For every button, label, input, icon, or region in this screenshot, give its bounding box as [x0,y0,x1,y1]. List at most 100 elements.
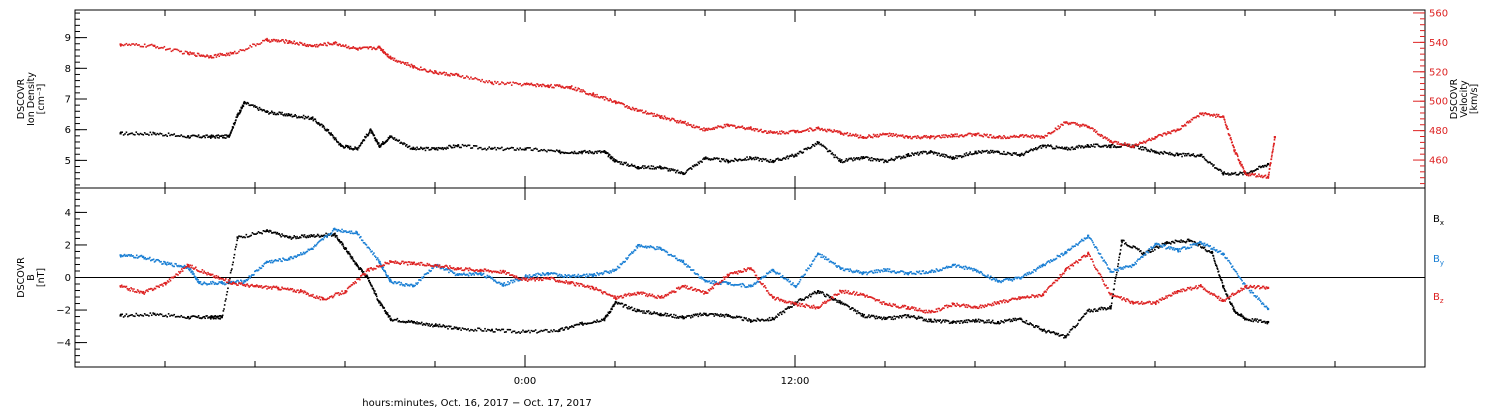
data-point [396,61,399,63]
data-point [183,264,186,267]
data-point [1063,147,1065,150]
data-point [781,310,784,313]
data-point [275,259,278,262]
data-point [993,150,996,153]
data-point [585,322,587,325]
data-point [846,131,849,134]
data-point [495,328,498,330]
data-point [325,44,327,47]
data-point [617,161,620,163]
data-point [199,55,202,57]
data-point [190,135,192,137]
data-point [1145,140,1148,143]
data-point [464,144,467,147]
data-point [833,263,836,265]
data-point [346,251,349,254]
data-point [787,132,790,135]
data-point [377,259,380,261]
data-point [1185,240,1188,243]
data-point [742,319,745,322]
data-point [586,150,589,153]
data-point [879,317,881,320]
data-point [292,257,295,260]
data-point [195,55,198,57]
data-point [646,245,649,248]
data-point [721,281,724,284]
data-point [369,129,372,132]
data-point [740,285,743,288]
data-point [222,283,224,285]
data-point [792,282,794,284]
data-point [387,276,390,279]
data-point [1124,144,1126,147]
data-point [800,275,803,278]
data-point [1163,150,1166,153]
data-point [759,129,761,131]
data-point [837,299,839,302]
data-point [188,269,191,272]
data-point [241,236,244,239]
data-point [738,315,741,318]
data-point [781,275,784,277]
data-point [141,133,143,136]
data-point [292,236,295,239]
data-point [529,331,531,334]
data-point [369,283,372,285]
data-point [673,118,675,121]
data-point [895,315,897,318]
data-point [366,246,369,249]
data-point [828,149,831,152]
data-point [941,269,943,271]
data-point [286,114,289,117]
data-point [1028,323,1031,326]
data-point [954,321,956,323]
data-point [908,316,911,318]
data-point [448,325,450,327]
data-point [443,269,446,271]
data-point [920,151,923,153]
data-point [235,119,237,121]
data-point [447,74,449,77]
data-point [596,152,598,154]
data-point [539,273,541,276]
data-point [1085,312,1088,314]
data-point [1032,149,1034,152]
data-point [283,40,285,43]
data-point [1005,153,1007,156]
data-point [350,47,353,49]
data-point [235,243,238,246]
data-point [259,43,261,45]
data-point [1195,116,1197,119]
data-point [1271,154,1273,157]
data-point [1115,141,1118,143]
data-point [931,135,934,138]
data-point [204,317,206,320]
data-point [908,272,911,274]
data-point [655,248,657,251]
data-point [169,315,171,317]
data-point [1087,144,1090,147]
data-point [1211,163,1213,165]
data-point [276,231,279,234]
data-point [885,133,888,136]
data-point [780,276,783,278]
data-point [999,152,1001,155]
data-point [913,154,915,156]
data-point [674,169,676,171]
data-point [900,315,902,317]
data-point [897,315,899,318]
data-point [952,320,955,324]
data-point [1158,133,1161,136]
data-point [940,136,942,139]
data-point [247,47,250,49]
data-point [914,316,916,319]
data-point [731,284,733,286]
data-point [1054,147,1057,150]
data-point [1002,320,1004,323]
data-point [382,49,385,51]
data-point [282,39,284,41]
data-point [140,254,143,257]
data-point [806,296,808,298]
data-point [149,44,152,46]
data-point [367,277,370,280]
